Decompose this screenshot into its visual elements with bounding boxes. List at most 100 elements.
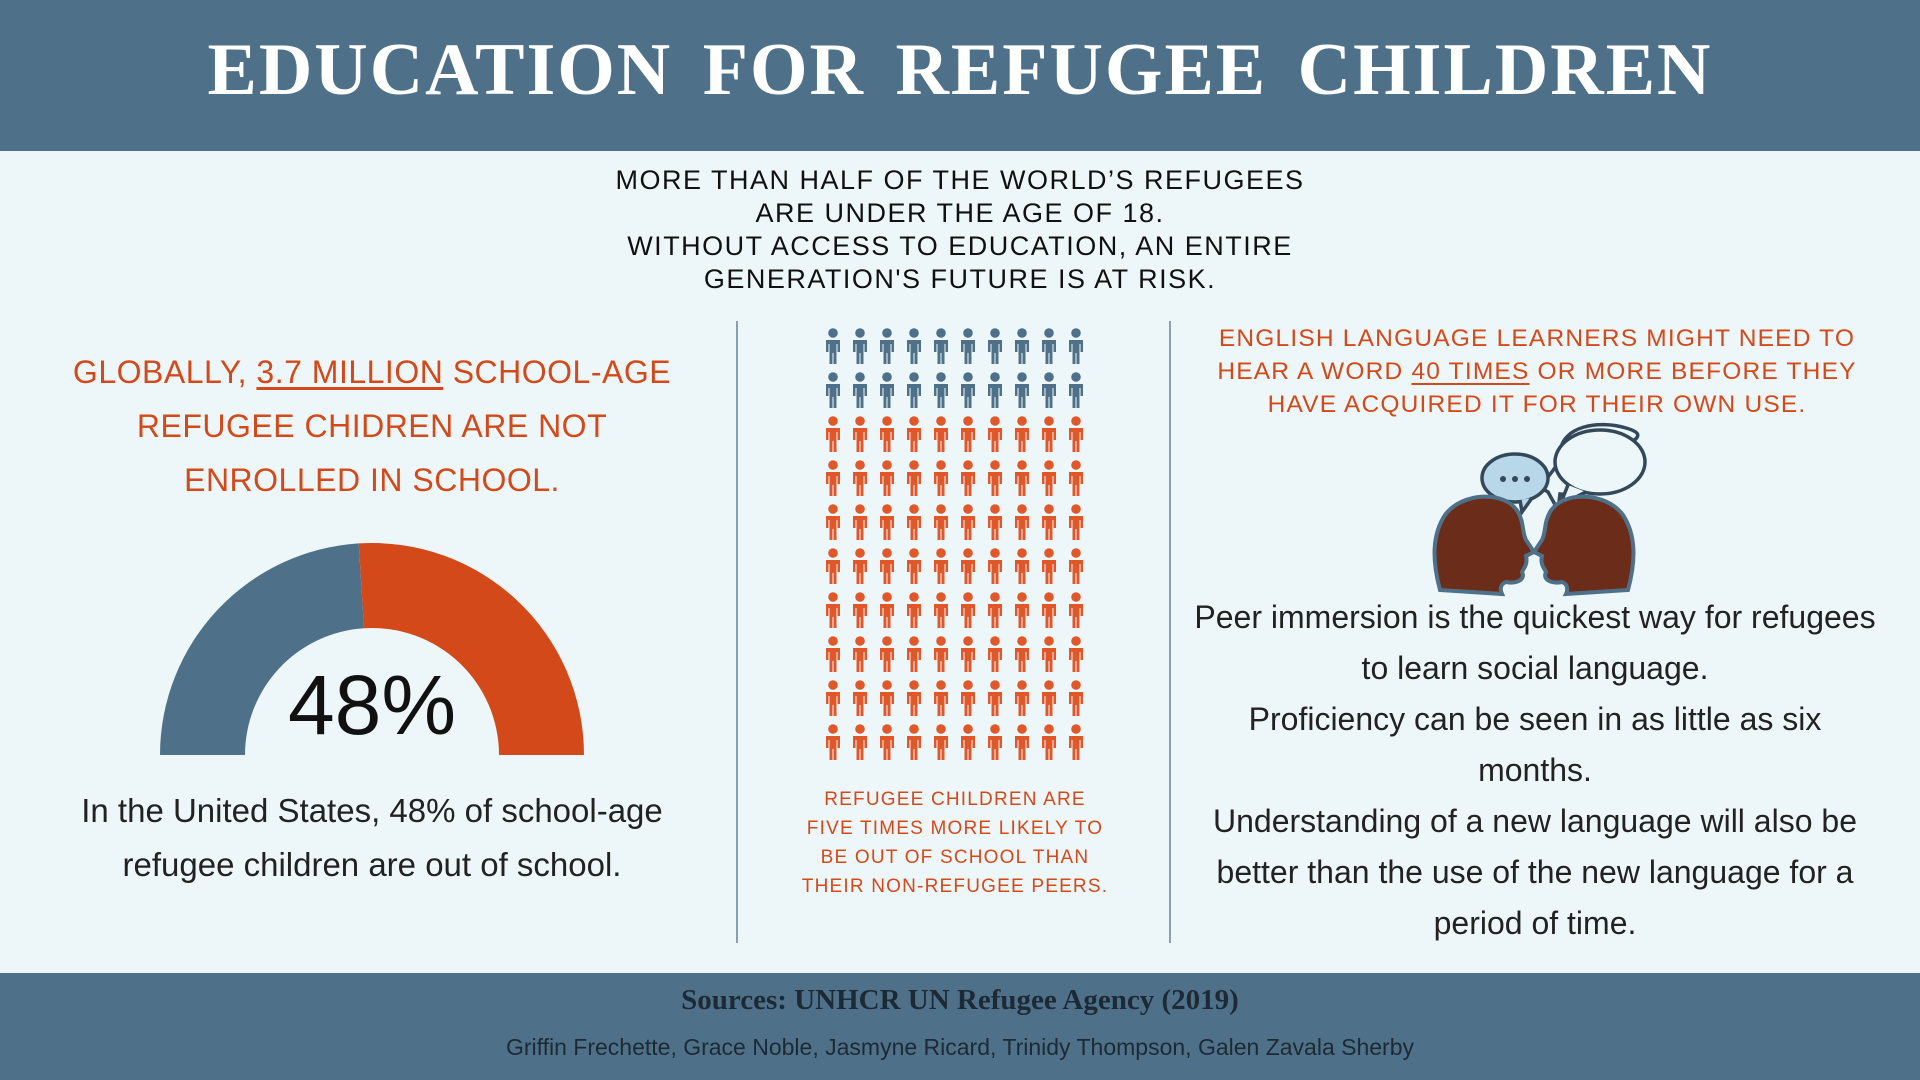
person-icon <box>934 372 948 408</box>
right-text: Peer immersion is the quickest way for r… <box>1190 592 1880 949</box>
footer-bar <box>0 973 1920 1080</box>
icon-body <box>934 692 948 716</box>
icon-body <box>934 340 948 364</box>
icon-head <box>990 460 1000 470</box>
person-icon <box>826 328 840 364</box>
icon-head <box>1017 328 1027 338</box>
person-icon <box>1069 592 1083 628</box>
icon-head <box>828 372 838 382</box>
person-icon <box>1069 328 1083 364</box>
icon-head <box>990 372 1000 382</box>
icon-head <box>1017 680 1027 690</box>
person-icon <box>853 372 867 408</box>
icon-head <box>1071 416 1081 426</box>
icon-head <box>909 416 919 426</box>
icon-body <box>1069 384 1083 408</box>
icon-body <box>988 384 1002 408</box>
gauge <box>160 543 584 755</box>
icon-head <box>936 460 946 470</box>
icon-body <box>988 560 1002 584</box>
person-icon <box>961 504 975 540</box>
person-icon <box>826 636 840 672</box>
person-icon <box>934 416 948 452</box>
person-icon <box>1042 636 1056 672</box>
icon-head <box>963 504 973 514</box>
icon-head <box>882 548 892 558</box>
person-icon <box>826 372 840 408</box>
icon-body <box>853 472 867 496</box>
icon-head <box>855 328 865 338</box>
person-icon <box>1042 680 1056 716</box>
person-icon <box>961 460 975 496</box>
icon-body <box>961 428 975 452</box>
head-right <box>1531 494 1636 597</box>
person-icon <box>853 328 867 364</box>
person-icon <box>907 372 921 408</box>
icon-body <box>934 428 948 452</box>
person-icon <box>1042 548 1056 584</box>
person-icon <box>934 328 948 364</box>
icon-head <box>1044 636 1054 646</box>
icon-body <box>1015 604 1029 628</box>
icon-head <box>963 724 973 734</box>
icon-body <box>853 736 867 760</box>
icon-head <box>963 460 973 470</box>
icon-head <box>990 636 1000 646</box>
icon-head <box>909 328 919 338</box>
person-icon <box>988 416 1002 452</box>
gauge-label: 48% <box>288 658 456 752</box>
icon-body <box>826 648 840 672</box>
icon-body <box>1015 692 1029 716</box>
icon-head <box>936 504 946 514</box>
icon-body <box>907 516 921 540</box>
pictogram <box>826 328 1083 760</box>
gauge-value <box>160 543 365 755</box>
person-icon <box>853 724 867 760</box>
icon-body <box>961 736 975 760</box>
icon-body <box>907 472 921 496</box>
icon-head <box>963 372 973 382</box>
person-icon <box>961 680 975 716</box>
person-icon <box>907 460 921 496</box>
icon-head <box>1044 680 1054 690</box>
person-icon <box>907 548 921 584</box>
person-icon <box>1015 416 1029 452</box>
icon-head <box>936 680 946 690</box>
icon-head <box>909 372 919 382</box>
icon-head <box>936 416 946 426</box>
icon-body <box>1069 692 1083 716</box>
icon-head <box>1044 548 1054 558</box>
icon-body <box>988 604 1002 628</box>
icon-head <box>855 416 865 426</box>
icon-body <box>961 516 975 540</box>
icon-body <box>826 736 840 760</box>
icon-body <box>853 516 867 540</box>
icon-body <box>1042 736 1056 760</box>
icon-head <box>1017 460 1027 470</box>
person-icon <box>907 636 921 672</box>
person-icon <box>934 504 948 540</box>
person-icon <box>934 680 948 716</box>
person-icon <box>853 592 867 628</box>
person-icon <box>1042 592 1056 628</box>
icon-body <box>880 648 894 672</box>
person-icon <box>826 724 840 760</box>
icon-body <box>907 384 921 408</box>
icon-head <box>1071 460 1081 470</box>
heading-highlight: 3.7 MILLION <box>256 354 444 390</box>
divider <box>736 321 738 943</box>
icon-head <box>1071 636 1081 646</box>
gauge-rest <box>358 543 584 755</box>
icon-body <box>880 736 894 760</box>
icon-head <box>828 724 838 734</box>
icon-body <box>1069 648 1083 672</box>
intro: MORE THAN HALF OF THE WORLD’S REFUGEES A… <box>460 164 1460 296</box>
icon-head <box>1044 328 1054 338</box>
icon-body <box>1069 516 1083 540</box>
heads-icon <box>1432 422 1647 597</box>
person-icon <box>1015 372 1029 408</box>
paragraph: Proficiency can be seen in as little as … <box>1248 701 1822 788</box>
icon-head <box>1071 504 1081 514</box>
person-icon <box>1015 592 1029 628</box>
icon-body <box>853 340 867 364</box>
